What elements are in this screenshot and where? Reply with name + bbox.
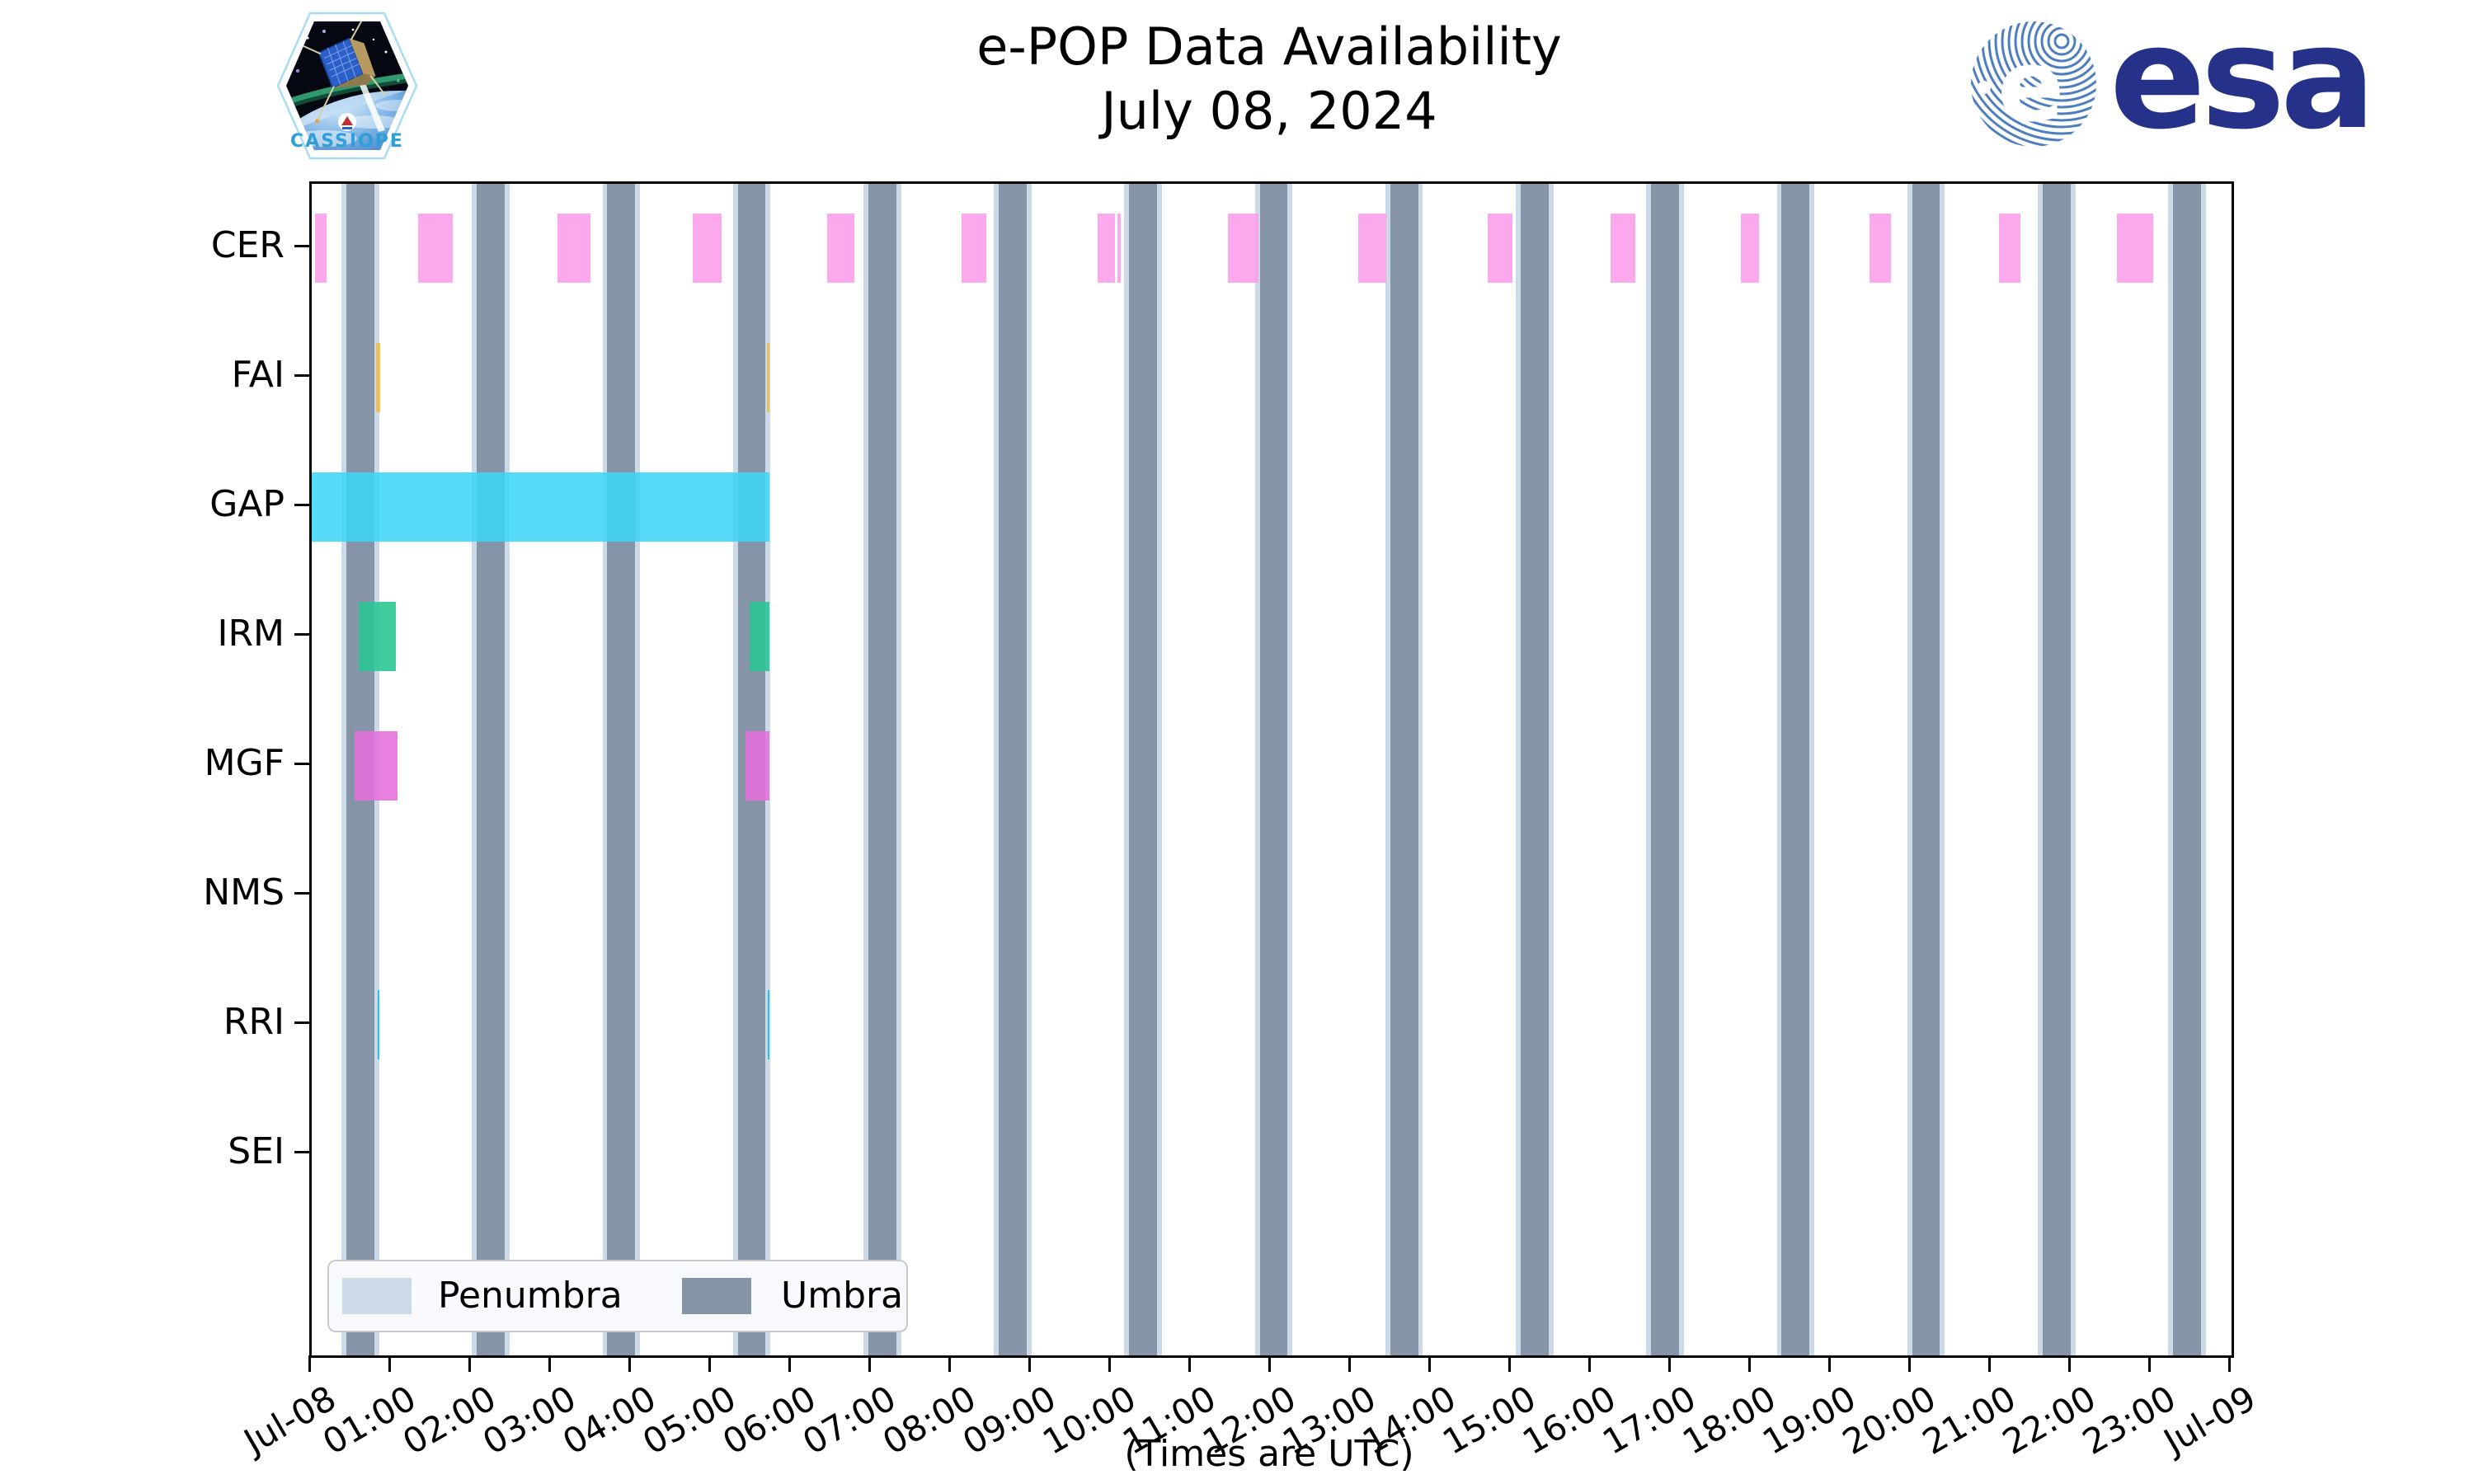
availability-bar-irm xyxy=(749,602,769,671)
x-axis-tick xyxy=(2147,1355,2151,1372)
cassiope-mission-patch: CASSIOPE xyxy=(275,7,420,165)
availability-bar-cer xyxy=(961,214,986,283)
x-axis-tick xyxy=(1507,1355,1511,1372)
umbra-shade xyxy=(1912,184,1940,1355)
y-axis-tick xyxy=(294,762,309,765)
umbra-shade xyxy=(1521,184,1549,1355)
availability-bar-cer xyxy=(1097,214,1115,283)
legend: Penumbra Umbra xyxy=(327,1260,908,1332)
chart-subtitle-date: July 08, 2024 xyxy=(1101,81,1437,141)
umbra-shade xyxy=(1390,184,1418,1355)
cassiope-patch-graphic: CASSIOPE xyxy=(276,12,418,160)
x-axis-tick xyxy=(1427,1355,1431,1372)
x-axis-tick xyxy=(2227,1355,2231,1372)
y-label-gap: GAP xyxy=(209,483,285,525)
x-axis-tick xyxy=(1028,1355,1031,1372)
x-axis-tick xyxy=(868,1355,871,1372)
y-label-sei: SEI xyxy=(228,1130,285,1172)
svg-text:e: e xyxy=(1997,30,2064,144)
y-axis-tick xyxy=(294,1021,309,1024)
x-axis-tick xyxy=(628,1355,631,1372)
y-axis-tick xyxy=(294,503,309,506)
x-axis-tick xyxy=(308,1355,311,1372)
x-axis-tick xyxy=(1108,1355,1111,1372)
y-axis-tick xyxy=(294,244,309,247)
x-axis-tick xyxy=(2067,1355,2071,1372)
umbra-shade xyxy=(607,184,636,1355)
availability-bar-fai xyxy=(375,343,381,412)
availability-bar-rri xyxy=(377,990,380,1059)
y-axis-tick xyxy=(294,632,309,636)
umbra-shade xyxy=(999,184,1027,1355)
availability-bar-cer xyxy=(314,214,327,283)
x-axis-tick xyxy=(948,1355,951,1372)
umbra-swatch-icon xyxy=(682,1278,751,1314)
availability-bar-cer xyxy=(2117,214,2153,283)
umbra-shade xyxy=(477,184,506,1355)
esa-logo: e esa xyxy=(1969,0,2376,161)
y-axis-tick xyxy=(294,891,309,895)
chart-title: e-POP Data Availability xyxy=(976,16,1562,77)
x-axis-tick xyxy=(548,1355,551,1372)
availability-bar-fai xyxy=(766,343,769,412)
y-label-irm: IRM xyxy=(217,613,285,655)
availability-bar-cer xyxy=(1869,214,1891,283)
availability-bar-mgf xyxy=(355,731,397,801)
x-axis-tick xyxy=(1827,1355,1831,1372)
cassiope-patch-title: CASSIOPE xyxy=(290,131,404,152)
availability-bar-cer xyxy=(826,214,854,283)
x-axis-tick xyxy=(1587,1355,1591,1372)
umbra-shade xyxy=(2173,184,2201,1355)
legend-label-umbra: Umbra xyxy=(781,1275,904,1317)
availability-bar-mgf xyxy=(745,731,769,801)
plot-area xyxy=(309,181,2234,1358)
y-axis-tick xyxy=(294,373,309,377)
y-label-fai: FAI xyxy=(231,354,285,396)
y-label-mgf: MGF xyxy=(204,742,285,784)
availability-bar-rri xyxy=(767,990,769,1059)
x-axis-tick xyxy=(1987,1355,1991,1372)
x-axis-tick xyxy=(1348,1355,1351,1372)
x-axis-tick xyxy=(1188,1355,1191,1372)
legend-label-penumbra: Penumbra xyxy=(438,1275,623,1317)
y-label-rri: RRI xyxy=(223,1001,285,1043)
y-label-nms: NMS xyxy=(203,871,285,913)
x-axis-tick xyxy=(1667,1355,1671,1372)
umbra-shade xyxy=(1651,184,1680,1355)
umbra-shade xyxy=(1781,184,1810,1355)
x-axis-caption: (Times are UTC) xyxy=(1124,1433,1414,1475)
umbra-shade xyxy=(1129,184,1158,1355)
availability-bar-cer xyxy=(1357,214,1386,283)
umbra-shade xyxy=(868,184,896,1355)
availability-bar-cer xyxy=(692,214,722,283)
availability-bar-cer xyxy=(418,214,453,283)
x-axis-tick xyxy=(468,1355,471,1372)
availability-bar-cer xyxy=(1741,214,1759,283)
y-label-cer: CER xyxy=(210,224,285,266)
esa-wordmark: esa xyxy=(2109,0,2376,161)
x-axis-tick xyxy=(1268,1355,1271,1372)
x-axis-tick xyxy=(788,1355,791,1372)
availability-bar-cer xyxy=(557,214,590,283)
availability-bar-cer xyxy=(1487,214,1512,283)
x-axis-tick xyxy=(1907,1355,1911,1372)
esa-globe-icon: e xyxy=(1971,21,2096,147)
penumbra-swatch-icon xyxy=(342,1278,412,1314)
availability-bar-cer xyxy=(1611,214,1636,283)
chart-title-block: e-POP Data Availability July 08, 2024 xyxy=(309,15,2229,143)
availability-bar-gap xyxy=(312,472,769,542)
x-axis-tick xyxy=(708,1355,711,1372)
availability-bar-irm xyxy=(359,602,396,671)
umbra-shade xyxy=(2042,184,2071,1355)
availability-bar-cer xyxy=(1227,214,1259,283)
availability-bar-cer xyxy=(1117,214,1121,283)
x-axis-tick xyxy=(1747,1355,1751,1372)
availability-bar-cer xyxy=(1998,214,2020,283)
y-axis-tick xyxy=(294,1150,309,1153)
umbra-shade xyxy=(1259,184,1288,1355)
x-axis-tick xyxy=(388,1355,391,1372)
